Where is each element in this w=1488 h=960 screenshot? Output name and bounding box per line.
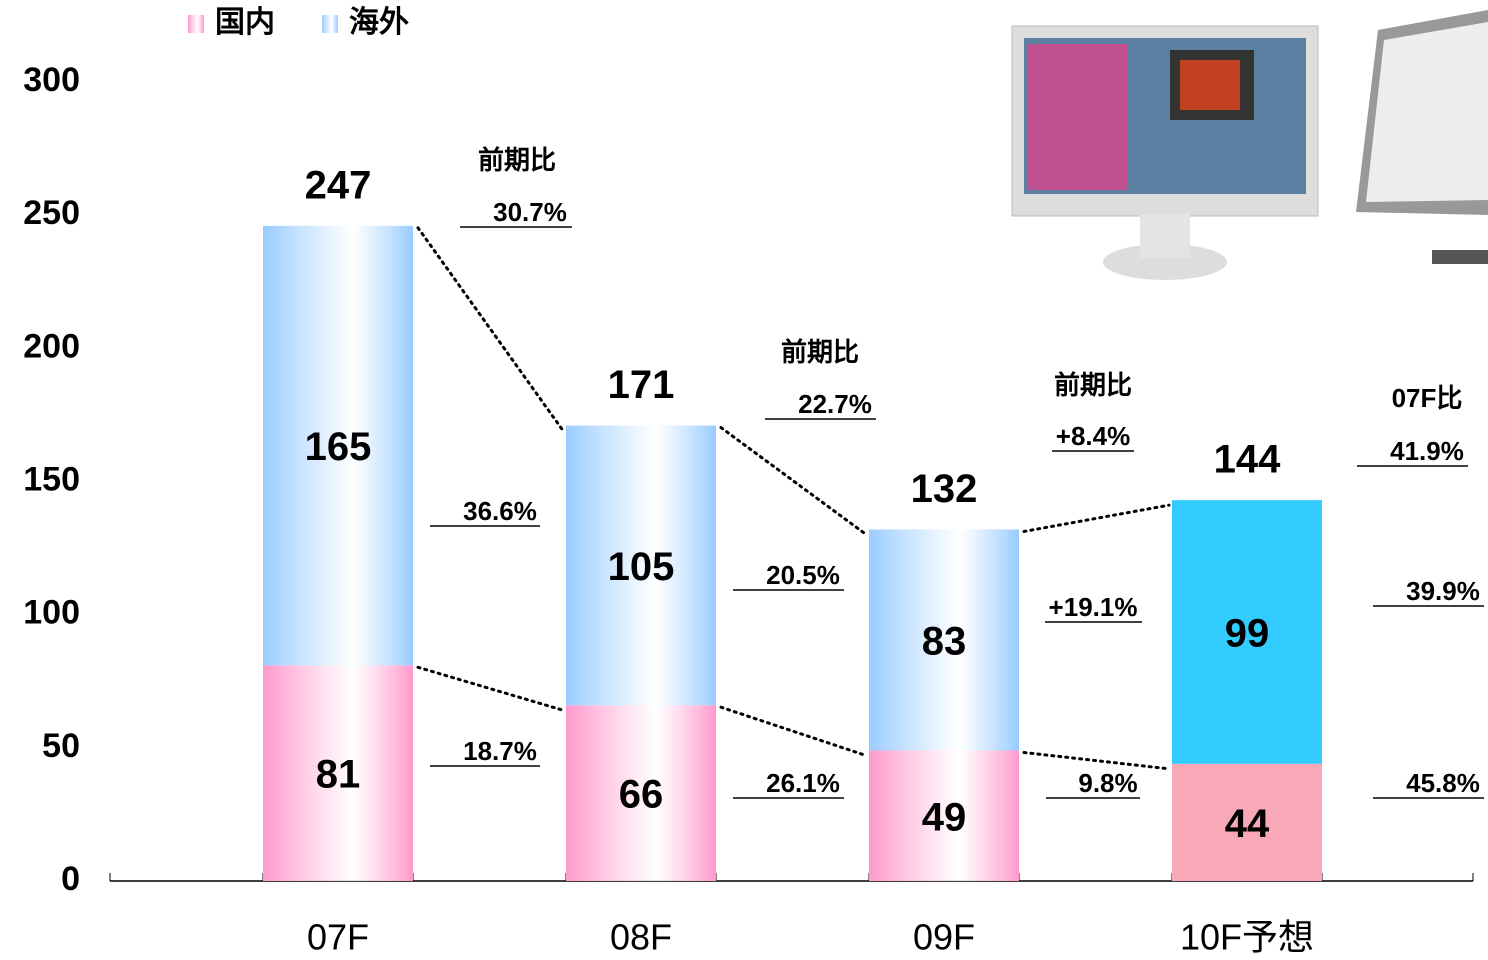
y-tick-label: 0 [61, 860, 80, 898]
segment-label: 66 [619, 773, 664, 817]
annotation: 20.5% [766, 560, 840, 590]
segment-label: 99 [1225, 612, 1270, 656]
total-label: 132 [911, 467, 978, 511]
legend-swatch [188, 15, 204, 33]
annotation: 18.7% [463, 736, 537, 766]
segment-label: 49 [922, 795, 967, 839]
x-tick-label: 09F [913, 917, 975, 958]
connector [719, 426, 868, 536]
connector [1022, 750, 1171, 771]
x-tick-label: 07F [307, 917, 369, 958]
annotation: 前期比 [478, 145, 556, 175]
legend-label: 国内 [215, 6, 275, 39]
annotation: 45.8% [1406, 768, 1480, 798]
bar-segment [263, 225, 413, 666]
y-tick-label: 300 [23, 61, 80, 99]
segment-label: 81 [316, 753, 361, 797]
bar-segment [1172, 500, 1322, 764]
annotation: 30.7% [493, 197, 567, 227]
bar-segment [566, 705, 716, 881]
annotation: 前期比 [1054, 370, 1132, 400]
y-tick-label: 150 [23, 460, 80, 498]
annotation: +19.1% [1049, 592, 1138, 622]
annotation: 36.6% [463, 496, 537, 526]
segment-label: 165 [305, 425, 372, 469]
annotation: 41.9% [1390, 436, 1464, 466]
x-tick-label: 10F予想 [1180, 917, 1314, 958]
annotation: 26.1% [766, 768, 840, 798]
annotation: 前期比 [781, 337, 859, 367]
annotation: 07F比 [1392, 383, 1463, 413]
bar-segment [263, 665, 413, 881]
total-label: 171 [608, 363, 675, 407]
total-label: 247 [305, 163, 372, 207]
monitor-illustration [1011, 10, 1488, 280]
annotation: 9.8% [1078, 768, 1137, 798]
segment-label: 44 [1225, 802, 1270, 846]
bar-segment [1172, 763, 1322, 881]
connector [416, 226, 565, 433]
legend-swatch [322, 15, 338, 33]
y-tick-label: 250 [23, 194, 80, 232]
legend-label: 海外 [349, 6, 409, 39]
y-tick-label: 50 [42, 727, 80, 765]
annotation: +8.4% [1056, 421, 1130, 451]
segment-label: 83 [922, 620, 967, 664]
bar-segment [869, 750, 1019, 881]
connector [719, 705, 868, 757]
annotation: 39.9% [1406, 576, 1480, 606]
segment-label: 105 [608, 545, 675, 589]
connector [416, 665, 565, 712]
bar-segment [566, 425, 716, 706]
bar-segment [869, 529, 1019, 751]
y-tick-label: 200 [23, 327, 80, 365]
x-tick-label: 08F [610, 917, 672, 958]
annotation: 22.7% [798, 389, 872, 419]
y-tick-label: 100 [23, 594, 80, 632]
connector [1022, 503, 1171, 533]
total-label: 144 [1214, 438, 1281, 482]
